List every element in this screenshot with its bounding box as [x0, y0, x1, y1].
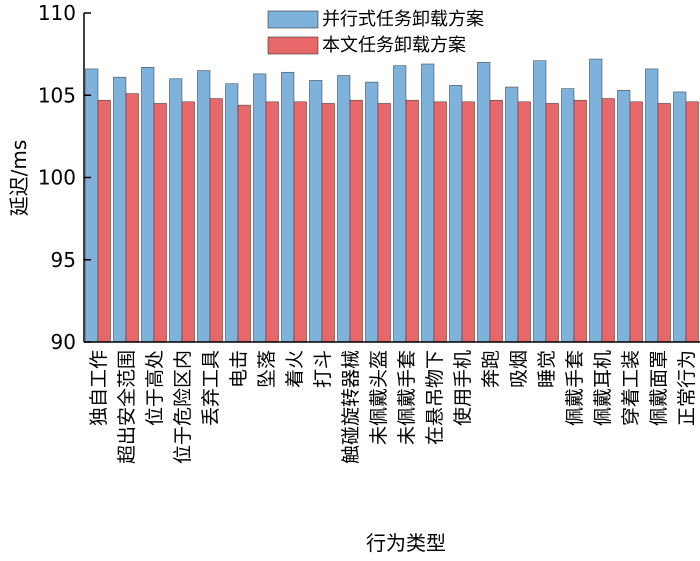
bar-parallel-17: [561, 88, 575, 343]
x-tick-label: 佩戴耳机: [592, 350, 614, 426]
bar-parallel-8: [309, 80, 323, 343]
bar-parallel-19: [617, 90, 631, 343]
x-tick-label: 未佩戴手套: [396, 350, 418, 445]
bar-proposed-5: [237, 104, 251, 343]
bar-parallel-11: [393, 65, 407, 343]
bar-parallel-9: [337, 75, 351, 343]
y-tick-label: 110: [38, 1, 76, 25]
x-tick-label: 位于高处: [144, 350, 166, 426]
bar-parallel-10: [365, 81, 379, 343]
bar-proposed-8: [321, 103, 335, 343]
x-tick-label: 佩戴手套: [564, 350, 586, 426]
y-tick-label: 95: [51, 248, 76, 272]
bar-parallel-2: [141, 67, 155, 343]
bar-parallel-14: [477, 62, 491, 343]
bar-parallel-13: [449, 85, 463, 343]
x-tick-label: 未佩戴头盔: [368, 350, 390, 445]
bar-parallel-5: [225, 83, 239, 343]
bar-parallel-20: [645, 68, 659, 343]
x-tick-label: 丢弃工具: [200, 350, 222, 426]
x-tick-label: 电击: [228, 350, 250, 388]
bar-parallel-12: [421, 63, 435, 343]
legend-label-parallel: 并行式任务卸载方案: [322, 9, 484, 30]
bar-proposed-20: [657, 103, 671, 343]
x-tick-label: 触碰旋转器械: [340, 350, 362, 464]
bar-proposed-13: [461, 101, 475, 343]
legend-swatch-proposed: [267, 36, 319, 55]
bar-proposed-2: [153, 103, 167, 343]
bar-parallel-21: [673, 91, 687, 343]
bar-proposed-19: [629, 101, 643, 343]
x-tick-label: 正常行为: [676, 350, 698, 426]
legend-swatch-parallel: [267, 10, 319, 29]
bar-proposed-0: [97, 99, 111, 343]
x-tick-label: 打斗: [312, 350, 334, 388]
bar-proposed-16: [545, 103, 559, 343]
bar-proposed-14: [489, 99, 503, 343]
x-tick-label: 睡觉: [536, 350, 558, 388]
bar-proposed-18: [601, 98, 615, 343]
x-tick-label: 穿着工装: [620, 350, 642, 426]
bars-layer: [85, 58, 699, 343]
x-tick-label: 奔跑: [480, 350, 502, 388]
x-tick-label: 坠落: [256, 350, 278, 388]
x-tick-label: 吸烟: [508, 350, 530, 388]
x-tick-label: 使用手机: [452, 350, 474, 426]
bar-parallel-4: [197, 70, 211, 343]
y-axis-label: 延迟/ms: [7, 140, 31, 217]
bar-parallel-1: [113, 76, 127, 343]
bar-parallel-7: [281, 71, 295, 343]
bar-proposed-12: [433, 101, 447, 343]
bar-proposed-10: [377, 103, 391, 343]
x-tick-label: 独自工作: [88, 350, 110, 426]
bar-parallel-3: [169, 78, 183, 343]
legend: 并行式任务卸载方案 本文任务卸载方案: [267, 9, 484, 56]
bar-parallel-16: [533, 60, 547, 343]
bar-proposed-1: [125, 93, 139, 343]
bar-parallel-18: [589, 58, 603, 343]
legend-label-proposed: 本文任务卸载方案: [322, 35, 466, 56]
bar-proposed-15: [517, 101, 531, 343]
bar-parallel-15: [505, 86, 519, 343]
x-tick-label: 位于危险区内: [172, 350, 194, 464]
y-ticks: 90 95 100 105 110: [38, 1, 91, 354]
bar-proposed-7: [293, 101, 307, 343]
y-tick-label: 100: [38, 166, 76, 190]
x-tick-label: 超出安全范围: [116, 350, 138, 464]
bar-parallel-0: [85, 68, 99, 343]
bar-proposed-11: [405, 99, 419, 343]
bar-proposed-17: [573, 99, 587, 343]
bar-parallel-6: [253, 73, 267, 343]
bar-proposed-9: [349, 99, 363, 343]
bar-proposed-4: [209, 98, 223, 343]
x-axis-label: 行为类型: [366, 531, 446, 555]
y-tick-label: 90: [51, 330, 76, 354]
x-tick-label: 佩戴面罩: [648, 350, 670, 426]
x-tick-labels: 独自工作 超出安全范围 位于高处 位于危险区内 丢弃工具 电击 坠落 着火 打斗 触碰旋转器械 未佩…: [88, 350, 698, 464]
bar-proposed-3: [181, 101, 195, 343]
bar-proposed-21: [685, 101, 699, 343]
x-tick-label: 着火: [284, 350, 306, 388]
bar-proposed-6: [265, 101, 279, 343]
x-tick-label: 在悬吊物下: [424, 350, 446, 445]
y-tick-label: 105: [38, 83, 76, 107]
